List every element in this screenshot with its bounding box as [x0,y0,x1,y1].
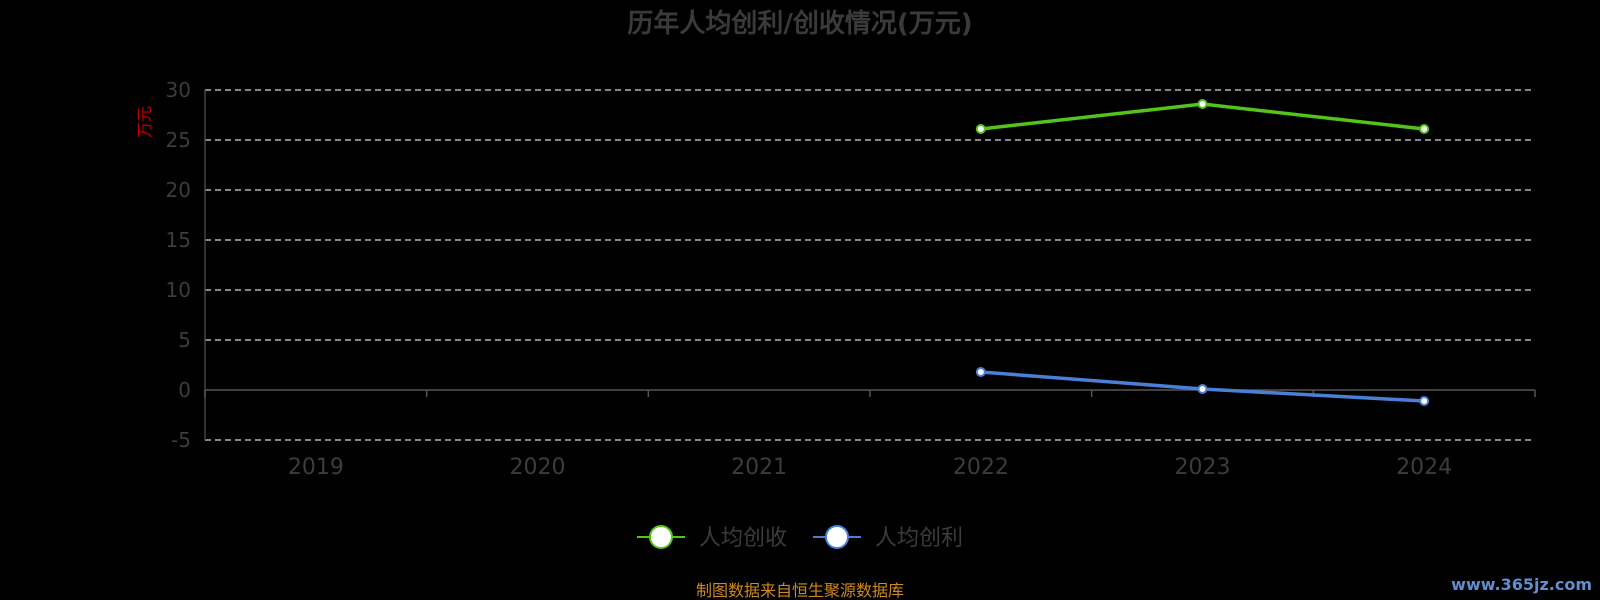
y-axis-unit: 万元 [135,106,154,138]
legend-item-0[interactable]: 人均创收 [637,525,787,551]
legend-marker [649,525,673,549]
y-tick-label: 25 [166,128,191,152]
data-point [1197,384,1208,394]
y-tick-label: 30 [166,78,191,102]
x-tick-label: 2023 [1175,455,1231,480]
legend-label: 人均创收 [699,526,787,551]
x-tick-label: 2024 [1396,455,1452,480]
data-point [975,367,986,377]
y-tick-label: -5 [171,428,191,452]
data-point [975,124,986,134]
x-tick-label: 2019 [288,455,344,480]
x-tick-label: 2020 [510,455,566,480]
y-tick-label: 0 [178,378,191,402]
source-note: 制图数据来自恒生聚源数据库 [696,581,904,600]
y-tick-label: 15 [166,228,191,252]
legend-marker [825,525,849,549]
y-tick-label: 10 [166,278,191,302]
legend-label: 人均创利 [875,526,963,551]
x-tick-label: 2022 [953,455,1009,480]
data-point [1419,396,1430,406]
data-point [1197,99,1208,109]
watermark: www.365jz.com [1451,575,1592,594]
legend-item-1[interactable]: 人均创利 [813,525,963,551]
data-point [1419,124,1430,134]
y-tick-label: 20 [166,178,191,202]
x-tick-label: 2021 [731,455,787,480]
chart-title: 历年人均创利/创收情况(万元) [627,8,972,39]
y-tick-label: 5 [178,328,191,352]
